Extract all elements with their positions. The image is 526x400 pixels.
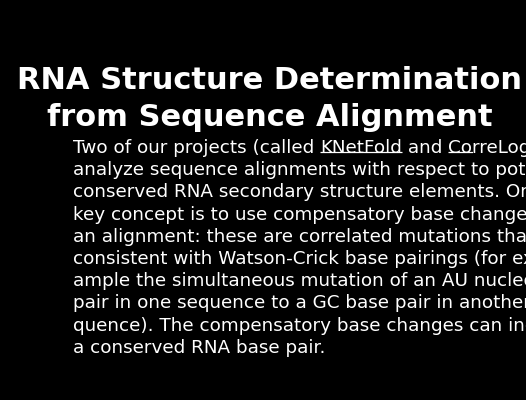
Text: from Sequence Alignment: from Sequence Alignment xyxy=(47,103,492,132)
Text: pair in one sequence to a GC base pair in another se-: pair in one sequence to a GC base pair i… xyxy=(73,294,526,312)
Text: ample the simultaneous mutation of an AU nucleotide: ample the simultaneous mutation of an AU… xyxy=(73,272,526,290)
Text: CorreLogo: CorreLogo xyxy=(448,139,526,157)
Text: and: and xyxy=(402,139,448,157)
Text: an alignment: these are correlated mutations that are: an alignment: these are correlated mutat… xyxy=(73,228,526,246)
Text: Two of our projects (called: Two of our projects (called xyxy=(73,139,320,157)
Text: RNA Structure Determination: RNA Structure Determination xyxy=(17,66,522,95)
Text: analyze sequence alignments with respect to potential: analyze sequence alignments with respect… xyxy=(73,161,526,179)
Text: key concept is to use compensatory base changes in: key concept is to use compensatory base … xyxy=(73,206,526,224)
Text: KNetFold: KNetFold xyxy=(320,139,402,157)
Text: conserved RNA secondary structure elements. One: conserved RNA secondary structure elemen… xyxy=(73,184,526,202)
Text: quence). The compensatory base changes can indicate: quence). The compensatory base changes c… xyxy=(73,316,526,334)
Text: a conserved RNA base pair.: a conserved RNA base pair. xyxy=(73,339,326,357)
Text: consistent with Watson-Crick base pairings (for ex-: consistent with Watson-Crick base pairin… xyxy=(73,250,526,268)
